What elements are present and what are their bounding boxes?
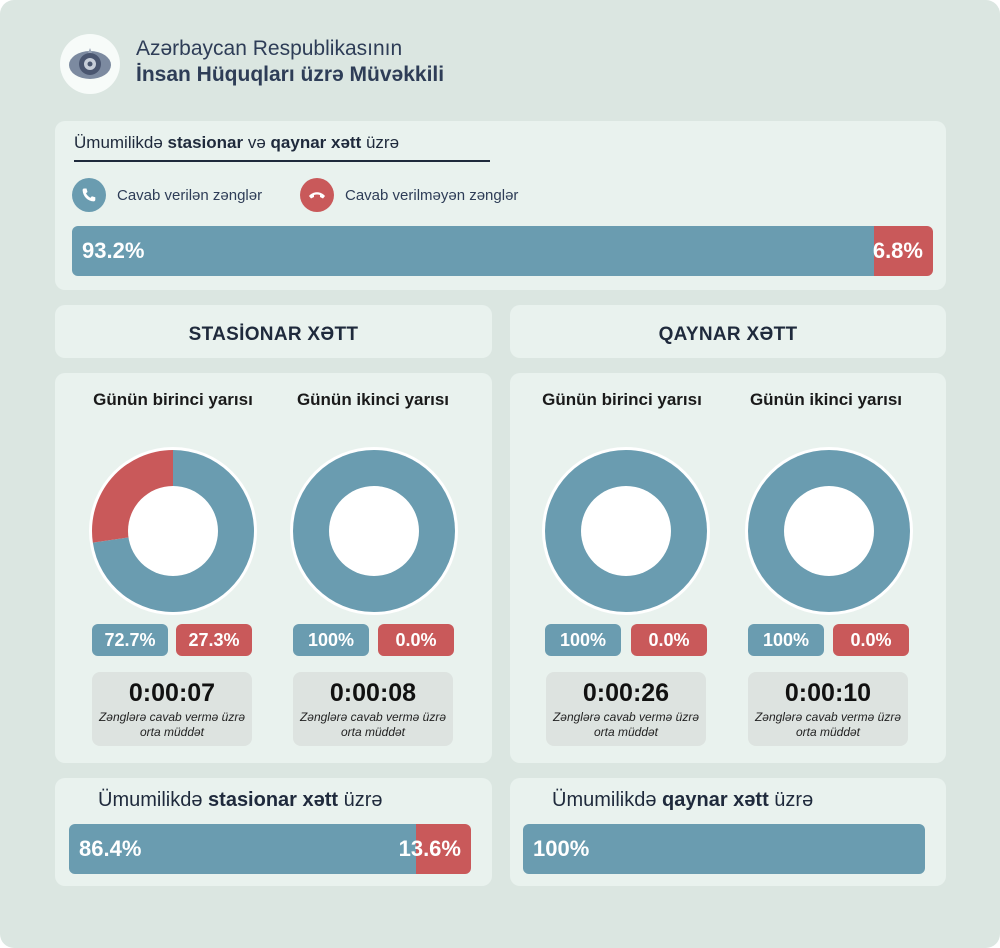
stationary-half1-unanswered-badge: 27.3% [176,624,252,656]
stationary-total-answered-seg: 86.4% [69,824,417,874]
org-name-line1: Azərbaycan Respublikasının [136,37,403,60]
stationary-half2-donut [290,447,458,615]
hotline-half1-time-label: Zənglərə cavab vermə üzrə orta müddət [552,710,700,739]
stationary-half1-donut-hole [128,486,218,576]
stationary-half1-time: 0:00:07 [128,679,216,707]
overall-unanswered-seg: 6.8% [873,226,933,276]
stationary-total-title: Ümumilikdə stasionar xətt üzrə [98,789,383,811]
org-name-line2: İnsan Hüquqları üzrə Müvəkkili [136,63,445,86]
hotline-half1-time: 0:00:26 [582,679,670,707]
stationary-total-bar: 86.4% 13.6% [69,824,471,874]
hotline-half2-title: Günün ikinci yarısı [749,390,903,409]
hotline-half2-donut [745,447,913,615]
phone-hangup-icon [300,178,334,212]
hotline-half2-unanswered-badge: 0.0% [833,624,909,656]
stationary-half1-answered-badge: 72.7% [92,624,168,656]
stationary-total-unanswered-seg: 13.6% [399,824,471,874]
hotline-total-answered-seg: 100% [523,824,925,874]
stationary-half2-unanswered-badge: 0.0% [378,624,454,656]
stationary-half2-time-box: 0:00:08 Zənglərə cavab vermə üzrə orta m… [293,672,453,746]
hotline-half2-time-label: Zənglərə cavab vermə üzrə orta müddət [754,710,902,739]
hotline-half1-answered-badge: 100% [545,624,621,656]
legend-answered: Cavab verilən zənglər [72,178,262,212]
hotline-half2-time: 0:00:10 [784,679,872,707]
title-underline [74,160,490,162]
ombudsman-emblem-icon [60,34,120,94]
hotline-total-bar: 100% [523,824,925,874]
stationary-half1-title: Günün birinci yarısı [93,390,253,409]
stationary-half2-answered-badge: 100% [293,624,369,656]
overall-answered-seg: 93.2% [72,226,875,276]
hotline-half1-donut [542,447,710,615]
stationary-half2-time: 0:00:08 [329,679,417,707]
hotline-half2-answered-badge: 100% [748,624,824,656]
overall-title: Ümumilikdə stasionar və qaynar xətt üzrə [74,133,400,152]
overall-bar: 93.2% 6.8% [72,226,933,276]
hotline-half2-time-box: 0:00:10 Zənglərə cavab vermə üzrə orta m… [748,672,908,746]
legend-answered-label: Cavab verilən zənglər [117,186,263,204]
hotline-title: QAYNAR XƏTT [658,324,798,345]
phone-icon [72,178,106,212]
hotline-half2-donut-hole [784,486,874,576]
stationary-half1-donut [89,447,257,615]
stationary-title: STASİONAR XƏTT [188,324,359,345]
hotline-half1-time-box: 0:00:26 Zənglərə cavab vermə üzrə orta m… [546,672,706,746]
stationary-half2-title: Günün ikinci yarısı [296,390,450,409]
legend-unanswered-label: Cavab verilməyən zənglər [345,186,519,204]
stationary-half1-time-box: 0:00:07 Zənglərə cavab vermə üzrə orta m… [92,672,252,746]
hotline-total-title: Ümumilikdə qaynar xətt üzrə [552,789,814,811]
hotline-half1-title: Günün birinci yarısı [542,390,702,409]
legend-unanswered: Cavab verilməyən zənglər [300,178,518,212]
stationary-title-card: STASİONAR XƏTT [55,305,492,358]
hotline-half1-unanswered-badge: 0.0% [631,624,707,656]
stationary-half2-donut-hole [329,486,419,576]
stationary-half2-time-label: Zənglərə cavab vermə üzrə orta müddət [299,710,447,739]
hotline-half1-donut-hole [581,486,671,576]
stationary-half1-time-label: Zənglərə cavab vermə üzrə orta müddət [98,710,246,739]
hotline-title-card: QAYNAR XƏTT [510,305,946,358]
